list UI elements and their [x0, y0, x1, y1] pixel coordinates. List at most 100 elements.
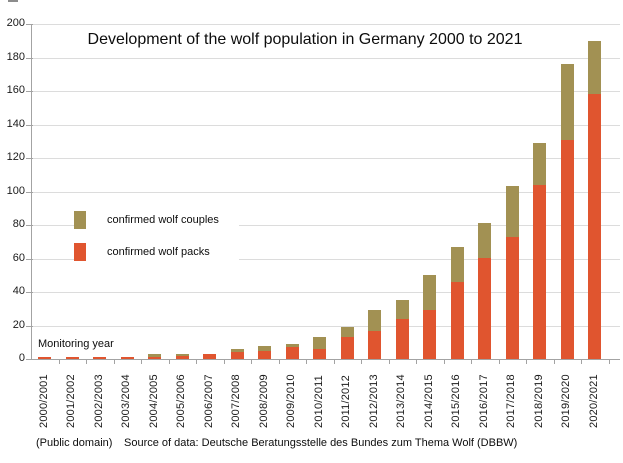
bar-segment-couples	[313, 337, 326, 349]
y-tick	[26, 326, 33, 327]
x-tick-label: 2004/2005	[148, 374, 160, 428]
legend-swatch-couples	[74, 211, 86, 229]
x-tick	[114, 360, 115, 364]
x-tick	[389, 360, 390, 364]
bar-segment-couples	[423, 275, 436, 310]
bar-segment-packs	[341, 337, 354, 359]
x-tick	[306, 360, 307, 364]
bar-segment-packs	[148, 357, 161, 359]
bar-segment-packs	[231, 352, 244, 359]
x-tick-label: 2018/2019	[533, 374, 545, 428]
x-tick-label: 2007/2008	[230, 374, 242, 428]
x-tick	[416, 360, 417, 364]
legend-swatch-packs	[74, 243, 86, 261]
x-tick	[444, 360, 445, 364]
x-tick	[581, 360, 582, 364]
x-tick-label: 2015/2016	[450, 374, 462, 428]
x-tick	[609, 360, 610, 364]
x-tick-label: 2014/2015	[423, 374, 435, 428]
y-tick	[26, 58, 33, 59]
x-tick-label: 2000/2001	[38, 374, 50, 428]
bar-segment-packs	[368, 331, 381, 359]
y-tick	[26, 359, 33, 360]
y-gridline	[31, 225, 620, 226]
x-tick	[196, 360, 197, 364]
y-gridline	[31, 58, 620, 59]
bar-segment-packs	[396, 319, 409, 359]
x-tick-label: 2002/2003	[93, 374, 105, 428]
x-tick	[169, 360, 170, 364]
data-source-note: Source of data: Deutsche Beratungsstelle…	[124, 437, 518, 449]
y-tick	[26, 192, 33, 193]
y-tick-label: 0	[18, 352, 25, 364]
y-tick	[26, 91, 33, 92]
x-tick	[361, 360, 362, 364]
x-tick-label: 2003/2004	[120, 374, 132, 428]
x-tick	[526, 360, 527, 364]
bar-segment-couples	[533, 143, 546, 185]
x-axis-line	[31, 359, 620, 360]
y-tick-label: 200	[6, 17, 25, 29]
y-tick-label: 40	[12, 285, 25, 297]
bar-segment-couples	[176, 354, 189, 356]
y-gridline	[31, 292, 620, 293]
bar-segment-couples	[478, 223, 491, 258]
bar-segment-packs	[286, 347, 299, 359]
x-axis-note: Monitoring year	[38, 338, 114, 350]
bar-segment-couples	[148, 354, 161, 357]
bar-segment-couples	[341, 327, 354, 337]
license-note: (Public domain)	[36, 437, 113, 449]
bar-segment-packs	[506, 237, 519, 359]
x-tick	[554, 360, 555, 364]
bar-segment-packs	[121, 357, 134, 359]
x-tick-label: 2020/2021	[588, 374, 600, 428]
x-tick-label: 2019/2020	[560, 374, 572, 428]
bar-segment-couples	[588, 41, 601, 94]
x-tick-label: 2009/2010	[285, 374, 297, 428]
y-tick-label: 180	[6, 51, 25, 63]
bar-segment-couples	[396, 300, 409, 319]
chart-title: Development of the wolf population in Ge…	[87, 31, 523, 48]
y-tick-label: 160	[6, 84, 25, 96]
x-tick-label: 2013/2014	[395, 374, 407, 428]
y-gridline	[31, 326, 620, 327]
bar-segment-couples	[286, 344, 299, 347]
y-tick-label: 100	[6, 185, 25, 197]
x-tick-label: 2010/2011	[313, 375, 325, 428]
x-tick	[59, 360, 60, 364]
bar-segment-packs	[258, 351, 271, 359]
y-gridline	[31, 24, 620, 25]
x-tick-label: 2001/2002	[65, 374, 77, 428]
bar-segment-couples	[231, 349, 244, 352]
x-tick-label: 2008/2009	[258, 374, 270, 428]
x-tick	[224, 360, 225, 364]
y-gridline	[31, 125, 620, 126]
x-tick	[471, 360, 472, 364]
y-tick-label: 20	[12, 319, 25, 331]
bar-segment-packs	[203, 354, 216, 359]
y-tick	[26, 292, 33, 293]
bar-segment-packs	[66, 357, 79, 359]
x-tick-label: 2006/2007	[203, 374, 215, 428]
x-tick	[499, 360, 500, 364]
bar-segment-packs	[313, 349, 326, 359]
bar-segment-couples	[258, 346, 271, 351]
y-tick	[26, 225, 33, 226]
bar-segment-packs	[561, 140, 574, 359]
x-tick	[141, 360, 142, 364]
y-tick-label: 80	[12, 218, 25, 230]
bar-segment-packs	[478, 258, 491, 359]
bar-segment-couples	[506, 186, 519, 237]
x-tick-label: 2017/2018	[505, 374, 517, 428]
y-tick	[26, 259, 33, 260]
bar-segment-packs	[93, 357, 106, 359]
x-tick-label: 2011/2012	[340, 375, 352, 428]
bar-segment-packs	[423, 310, 436, 359]
x-tick-label: 2005/2006	[175, 374, 187, 428]
y-gridline	[31, 91, 620, 92]
y-tick-label: 120	[6, 151, 25, 163]
bar-segment-couples	[451, 247, 464, 282]
x-tick	[279, 360, 280, 364]
bar-segment-couples	[561, 64, 574, 140]
y-tick	[26, 158, 33, 159]
